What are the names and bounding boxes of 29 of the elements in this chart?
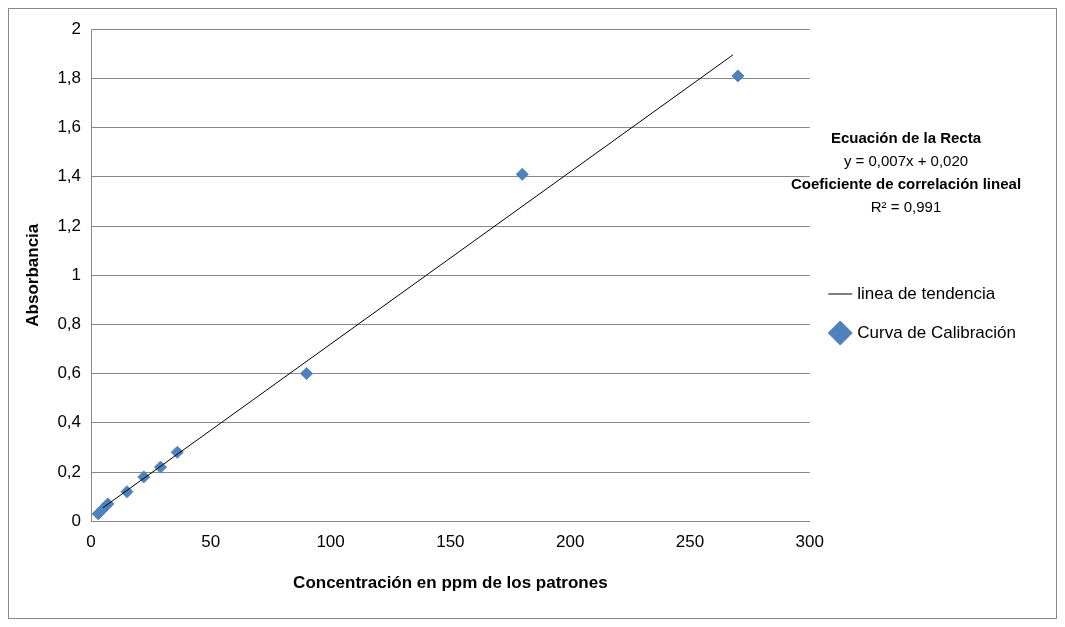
y-tick-label: 0,6 bbox=[57, 363, 82, 383]
y-tick-label: 1,6 bbox=[57, 117, 82, 137]
y-tick-label: 2 bbox=[71, 18, 82, 38]
legend-label: linea de tendencia bbox=[857, 283, 996, 303]
legend-label: Curva de Calibración bbox=[857, 322, 1017, 342]
y-tick-label: 0,4 bbox=[57, 412, 82, 432]
x-tick-label: 300 bbox=[795, 532, 824, 552]
y-tick-label: 0,2 bbox=[57, 461, 82, 481]
x-tick-label: 200 bbox=[555, 532, 585, 552]
x-tick-label: 50 bbox=[201, 532, 221, 552]
y-tick-label: 0 bbox=[71, 510, 82, 530]
y-tick-label: 0,8 bbox=[57, 314, 82, 334]
x-tick-label: 250 bbox=[675, 532, 705, 552]
y-tick-label: 1 bbox=[71, 264, 82, 284]
x-axis-title: Concentración en ppm de los patrones bbox=[293, 573, 608, 593]
text: Ecuación de la Recta bbox=[830, 129, 982, 147]
point bbox=[300, 367, 314, 381]
y-axis-title: Absorbancia bbox=[22, 223, 42, 327]
y-tick-label: 1,4 bbox=[57, 166, 82, 186]
x-tick-label: 0 bbox=[86, 532, 96, 552]
x-tick-label: 100 bbox=[316, 532, 345, 552]
point bbox=[731, 69, 745, 83]
y-tick-label: 1,2 bbox=[57, 215, 82, 235]
annotation: Coeficiente de correlación lineal bbox=[790, 175, 1022, 193]
point bbox=[515, 167, 529, 181]
y-tick-label: 1,8 bbox=[57, 68, 82, 88]
x-tick-label: 150 bbox=[436, 532, 465, 552]
text: R² = 0,991 bbox=[870, 198, 942, 216]
text: y = 0,007x + 0,020 bbox=[843, 152, 969, 170]
